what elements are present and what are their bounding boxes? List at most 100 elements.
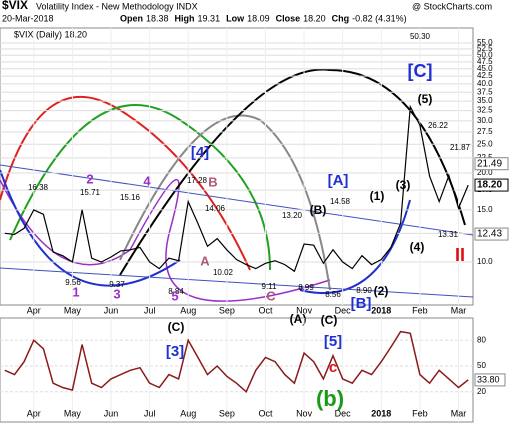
x-tick-label: Mar [451, 408, 467, 418]
cycle-arcs [0, 68, 474, 302]
y-tick-label: 42.5 [477, 71, 493, 80]
annotation: 17.28 [187, 176, 208, 185]
annotation: 3 [113, 286, 120, 301]
stat-label: Open [120, 13, 143, 23]
annotation: c [329, 359, 337, 376]
x-tick-label: Sep [219, 408, 235, 418]
annotation: 9.11 [262, 282, 278, 291]
annotation: 13.20 [282, 211, 303, 220]
annotation: [3] [166, 343, 184, 360]
line [4, 104, 469, 273]
y-tick-label: 52.5 [477, 44, 493, 53]
annotation: (4) [410, 240, 425, 254]
y-tick-label: 40.0 [477, 79, 493, 88]
annotation: 5 [171, 288, 178, 303]
line [4, 330, 469, 394]
y-tick-label: 80 [477, 335, 486, 344]
annotation: 1 [72, 284, 79, 299]
annotation: 4 [143, 173, 151, 188]
legend: $VIX (Daily) 18.20 [14, 29, 87, 39]
annotation: A [200, 253, 210, 268]
annotation: (C) [321, 313, 338, 327]
annotation: 14.06 [205, 204, 226, 213]
indicator-frame [0, 317, 474, 423]
stat-value: 18.09 [247, 13, 270, 23]
annotation: [5] [324, 333, 342, 350]
annotation: (B) [310, 203, 327, 217]
annotation: 9.56 [65, 278, 81, 287]
y-tick-label: 15.0 [477, 205, 493, 214]
annotation: [B] [351, 295, 372, 312]
annotation: 8.90 [356, 286, 372, 295]
annotation: 10.02 [213, 268, 234, 277]
x-tick-label: May [64, 408, 82, 418]
y-tick-label: 30.0 [477, 116, 493, 125]
x-tick-label: Jun [104, 305, 119, 315]
value-label: 33.80 [477, 374, 500, 384]
annotation: 16.38 [28, 183, 49, 192]
x-tick-label: Oct [258, 408, 273, 418]
annotation: (C) [168, 320, 185, 334]
value-label-box [474, 373, 506, 387]
index-name: Volatility Index - New Methodology INDX [36, 1, 198, 11]
price-label: 12.43 [477, 229, 502, 240]
annotation: 9.37 [109, 280, 125, 289]
y-tick-label: 20 [477, 387, 486, 396]
stat-label: Low [226, 13, 245, 23]
y-tick-label: 20.0 [477, 168, 493, 177]
annotation: (A) [290, 312, 307, 326]
x-tick-label: Jun [104, 408, 119, 418]
x-tick-label: Apr [27, 408, 41, 418]
x-tick-label: Aug [180, 408, 196, 418]
annotation: 2 [86, 171, 93, 186]
stat-label: Close [276, 13, 301, 23]
annotation: 8.84 [168, 287, 184, 296]
x-tick-label: Sep [219, 305, 235, 315]
annotation: 8.56 [325, 290, 341, 299]
price-label-box [474, 227, 509, 241]
date: 20-Mar-2018 [2, 13, 54, 23]
annotation: (1) [370, 189, 385, 203]
x-tick-label: Jul [144, 408, 156, 418]
y-tick-label: 45.0 [477, 64, 493, 73]
annotation: [C] [408, 61, 433, 81]
annotation: 8.99 [298, 283, 314, 292]
annotation: II [455, 245, 465, 265]
annotation: B [208, 174, 217, 189]
symbol: $VIX [2, 0, 28, 12]
y-tick-label: 50.0 [477, 50, 493, 59]
price-label-box [474, 178, 509, 192]
stat-label: Chg [332, 13, 350, 23]
stat-value: 18.20 [303, 13, 326, 23]
x-tick-label: Dec [335, 408, 352, 418]
y-tick-label: 25.0 [477, 139, 493, 148]
y-tick-label: 55.0 [477, 38, 493, 47]
x-tick-label: Aug [180, 305, 196, 315]
annotation: 50.30 [410, 32, 431, 41]
annotation: (3) [396, 178, 411, 192]
stat-value: 18.38 [146, 13, 169, 23]
y-tick-label: 37.5 [477, 87, 493, 96]
annotation: [4] [191, 144, 209, 161]
y-tick-label: 47.5 [477, 57, 493, 66]
x-tick-label: Apr [27, 305, 41, 315]
x-tick-label: 2018 [371, 305, 391, 315]
x-tick-label: Dec [335, 305, 352, 315]
price-label-box [474, 157, 509, 171]
y-tick-label: 32.5 [477, 106, 493, 115]
price-frame [0, 27, 474, 306]
x-tick-label: May [64, 305, 82, 315]
x-tick-label: Nov [296, 408, 313, 418]
annotation: 13.31 [438, 230, 459, 239]
x-tick-label: Jul [144, 305, 156, 315]
x-tick-label: Oct [258, 305, 273, 315]
annotation: [A] [328, 172, 349, 189]
annotation: 15.71 [80, 188, 101, 197]
annotation: 14.58 [330, 197, 351, 206]
annotation: 15.16 [120, 193, 141, 202]
x-tick-label: 2018 [371, 408, 391, 418]
annotation: 21.87 [450, 143, 471, 152]
source: @ StockCharts.com [412, 1, 492, 11]
y-tick-label: 35.0 [477, 96, 493, 105]
x-tick-label: Feb [412, 305, 428, 315]
